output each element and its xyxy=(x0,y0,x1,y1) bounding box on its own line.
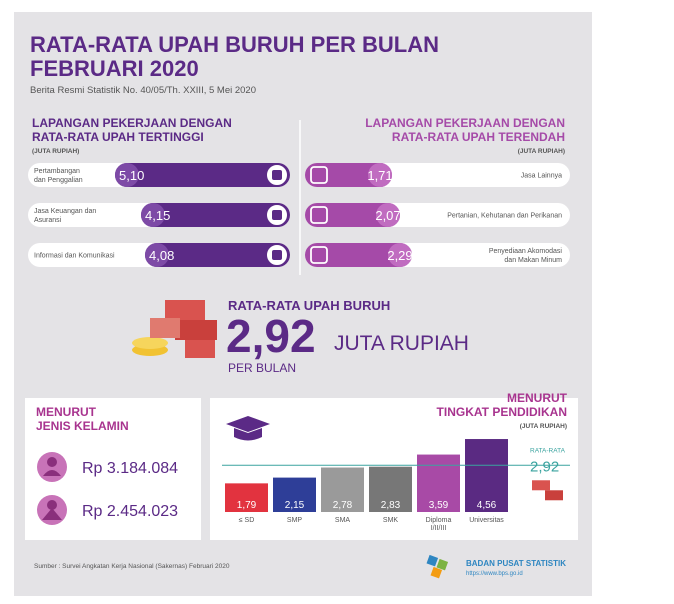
subtitle: Berita Resmi Statistik No. 40/05/Th. XXI… xyxy=(30,85,256,96)
reference-label: RATA-RATA xyxy=(530,447,566,454)
average-title: RATA-RATA UPAH BURUH xyxy=(228,298,390,313)
row-label: dan Makan Minum xyxy=(504,257,562,264)
unit-label: (JUTA RUPIAH) xyxy=(520,423,567,430)
value-bar xyxy=(145,243,290,267)
row-icon-glyph xyxy=(272,210,282,220)
x-tick-label: SMP xyxy=(287,517,303,524)
panel-heading: MENURUT xyxy=(36,405,97,419)
bar-value-label: 2,78 xyxy=(333,500,353,511)
value-bar xyxy=(115,163,290,187)
value-bar xyxy=(305,203,400,227)
bar-value-label: 2,83 xyxy=(381,500,401,511)
x-tick-label: SMK xyxy=(383,517,399,524)
education-chart: 1,79 ≤ SD 2,15 SMP 2,78 SMA 2,83 SMK 3,59 Diploma… xyxy=(222,439,570,532)
org-name: BADAN PUSAT STATISTIK xyxy=(466,559,566,568)
bar xyxy=(465,439,508,512)
panel-heading: JENIS KELAMIN xyxy=(36,419,129,433)
gender-wage: Rp 3.184.084 xyxy=(82,460,178,477)
bar xyxy=(273,477,316,512)
row-label: Pertambangan xyxy=(34,168,80,175)
row-value: 2,29 xyxy=(387,248,412,263)
section-heading: LAPANGAN PEKERJAAN DENGAN xyxy=(365,116,565,130)
row-label: Informasi dan Komunikasi xyxy=(34,253,115,260)
unit-label: (JUTA RUPIAH) xyxy=(32,148,79,155)
value-bubble xyxy=(368,163,392,187)
row-value: 5,10 xyxy=(119,168,144,183)
average-period: PER BULAN xyxy=(228,361,296,375)
bricks-mini xyxy=(545,490,563,501)
row-icon-glyph xyxy=(272,170,282,180)
average-value: 2,92 xyxy=(226,310,316,362)
bar-value-label: 4,56 xyxy=(477,500,497,511)
row-label: Penyediaan Akomodasi xyxy=(489,248,563,255)
row-label: Jasa Keuangan dan xyxy=(34,208,96,215)
x-tick-label: Diploma I/II/III xyxy=(426,517,452,532)
value-bubble xyxy=(388,243,412,267)
title-line: RATA-RATA UPAH BURUH PER BULAN xyxy=(30,32,439,57)
bricks-icon xyxy=(132,300,217,358)
row-value: 1,71 xyxy=(367,168,392,183)
row-value: 4,15 xyxy=(145,208,170,223)
x-tick-label: SMA xyxy=(335,517,351,524)
unit-label: (JUTA RUPIAH) xyxy=(518,148,565,155)
row-icon xyxy=(310,166,328,184)
bar xyxy=(225,483,268,512)
reference-value: 2,92 xyxy=(530,458,559,475)
org-url: https://www.bps.go.id xyxy=(466,571,523,577)
title-line: FEBRUARI 2020 xyxy=(30,56,199,81)
row-icon xyxy=(310,206,328,224)
value-bubble xyxy=(141,203,165,227)
row-icon-glyph xyxy=(272,250,282,260)
x-tick-label: ≤ SD xyxy=(239,517,255,524)
industry-rows: 5,10 Pertambangan dan Penggalian 4,15 Jasa K… xyxy=(28,163,570,267)
bar xyxy=(369,466,412,512)
source: Sumber : Survei Angkatan Kerja Nasional … xyxy=(34,563,230,570)
bps-logo xyxy=(426,554,449,579)
bar xyxy=(417,454,460,512)
male-icon xyxy=(37,452,67,482)
row-icon xyxy=(310,246,328,264)
value-bar xyxy=(141,203,290,227)
value-bubble xyxy=(145,243,169,267)
row-label: dan Penggalian xyxy=(34,177,83,184)
female-icon xyxy=(37,495,67,525)
value-bubble xyxy=(115,163,139,187)
row-value: 4,08 xyxy=(149,248,174,263)
bricks-mini xyxy=(532,480,550,491)
row-value: 2,07 xyxy=(375,208,400,223)
section-heading: RATA-RATA UPAH TERTINGGI xyxy=(32,130,204,144)
row-label: Asuransi xyxy=(34,217,62,224)
bar-value-label: 1,79 xyxy=(237,500,257,511)
section-heading: RATA-RATA UPAH TERENDAH xyxy=(392,130,565,144)
row-label: Jasa Lainnya xyxy=(521,173,562,180)
bar-value-label: 3,59 xyxy=(429,500,449,511)
row-label: Pertanian, Kehutanan dan Perikanan xyxy=(447,213,562,220)
bar xyxy=(321,467,364,512)
panel-heading: TINGKAT PENDIDIKAN xyxy=(437,405,567,419)
value-bar xyxy=(305,243,412,267)
average-unit: JUTA RUPIAH xyxy=(334,332,469,355)
bar-value-label: 2,15 xyxy=(285,500,305,511)
x-tick-label: Universitas xyxy=(469,517,504,524)
section-heading: LAPANGAN PEKERJAAN DENGAN xyxy=(32,116,232,130)
graduation-icon xyxy=(226,416,270,441)
panel-heading: MENURUT xyxy=(507,391,568,405)
gender-wage: Rp 2.454.023 xyxy=(82,503,178,520)
value-bubble xyxy=(376,203,400,227)
